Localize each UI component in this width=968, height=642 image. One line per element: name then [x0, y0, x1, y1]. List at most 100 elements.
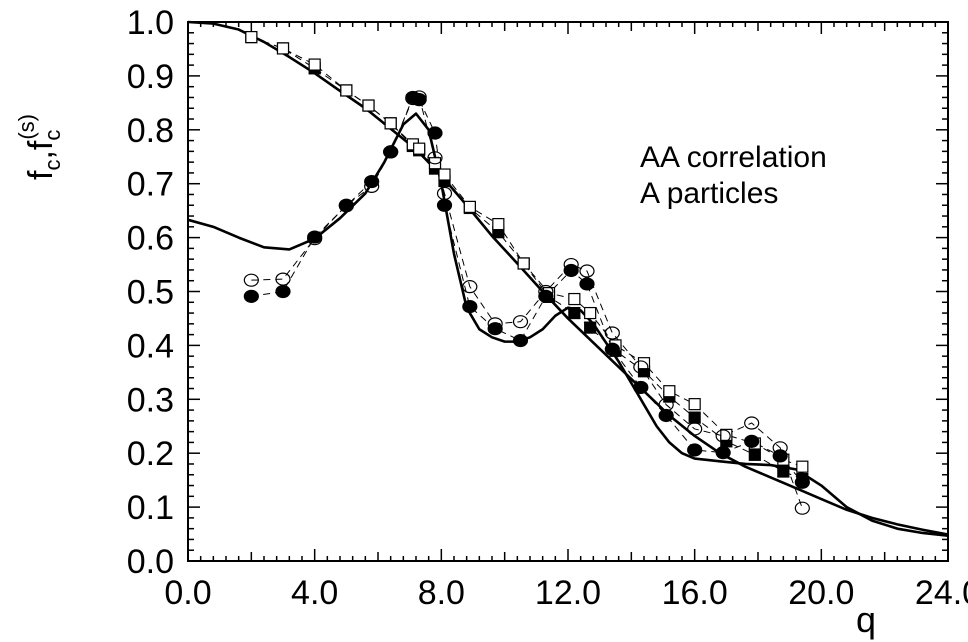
y-tick-label: 0.5 — [127, 274, 174, 312]
filled-circle-point — [579, 277, 595, 291]
open-circle-point — [436, 186, 453, 201]
y-axis-label-sup2: (s) — [14, 114, 39, 140]
filled-circle-point — [243, 289, 259, 303]
open-square-point — [362, 99, 375, 112]
filled-circle-point — [364, 174, 380, 189]
filled-circle-point — [658, 408, 674, 423]
y-axis-label-sub2: c — [40, 130, 65, 141]
y-tick-label: 1.0 — [127, 4, 174, 42]
open-square-point — [720, 428, 733, 441]
svg-text:fc,fc(s): fc,fc(s) — [14, 114, 65, 180]
open-square-point — [492, 218, 505, 231]
x-axis-label: q — [856, 599, 876, 640]
y-tick-label: 0.4 — [127, 327, 174, 365]
open-square-point — [384, 117, 397, 130]
x-tick-label: 24.0 — [915, 574, 968, 612]
open-circle-point — [772, 441, 788, 455]
open-square-point — [438, 168, 451, 181]
open-circle-point — [383, 145, 399, 159]
open-circle-point — [411, 90, 427, 104]
filled-square-point — [777, 465, 790, 478]
x-tick-label: 16.0 — [662, 574, 728, 612]
open-square-point — [568, 292, 581, 306]
theory-curve — [187, 112, 949, 537]
open-circle-point — [405, 91, 421, 106]
filled-circle-point — [462, 299, 478, 314]
filled-circle-point — [715, 446, 731, 460]
y-axis-label-comma: , — [22, 150, 60, 159]
open-circle-point — [462, 280, 478, 294]
open-circle-point — [579, 264, 595, 278]
open-circle-point — [715, 429, 731, 443]
y-tick-label: 0.6 — [127, 220, 174, 258]
y-tick-labels: 0.0 0.1 0.2 0.3 0.4 0.5 0.6 0.7 0.8 0.9 … — [127, 4, 174, 581]
series-line — [251, 36, 803, 468]
open-square-point — [463, 200, 476, 213]
x-tick-label: 20.0 — [788, 574, 854, 612]
open-square-point — [688, 398, 701, 411]
marker-layer — [243, 30, 810, 515]
open-circle-point — [604, 326, 620, 340]
filled-circle-point — [275, 284, 291, 299]
filled-circle-point — [538, 289, 554, 303]
open-circle-point — [487, 317, 503, 331]
y-tick-label: 0.1 — [127, 489, 174, 527]
y-tick-label: 0.7 — [127, 166, 174, 204]
x-tick-label: 8.0 — [418, 574, 465, 612]
filled-square-point — [748, 448, 761, 461]
open-circle-point — [658, 398, 674, 412]
filled-circle-point — [487, 322, 503, 336]
open-circle-point — [243, 273, 259, 287]
open-circle-point — [275, 272, 291, 286]
open-square-point — [308, 58, 321, 71]
open-square-point — [340, 84, 353, 97]
filled-circle-point — [604, 342, 620, 356]
axes — [187, 21, 949, 562]
open-circle-point — [427, 151, 443, 165]
open-circle-point — [307, 232, 323, 246]
open-square-point — [584, 306, 597, 320]
open-square-point — [517, 257, 530, 270]
y-tick-label: 0.8 — [127, 112, 174, 150]
theory-curve — [187, 20, 949, 536]
filled-square-point — [584, 321, 597, 334]
filled-circle-point — [512, 333, 529, 348]
filled-circle-point — [633, 380, 649, 395]
open-circle-point — [687, 422, 703, 436]
open-circle-point — [794, 501, 810, 515]
x-tick-label: 4.0 — [291, 574, 338, 612]
y-axis-label-f1: f — [22, 170, 60, 180]
open-square-point — [637, 357, 651, 370]
filled-circle-point — [794, 475, 810, 489]
x-tick-labels: 0.0 4.0 8.0 12.0 16.0 20.0 24.0 — [164, 574, 968, 612]
annotation-line-2: A particles — [640, 177, 778, 210]
filled-square-point — [568, 306, 581, 320]
open-circle-point — [633, 360, 649, 374]
filled-circle-point — [687, 443, 703, 457]
open-circle-point — [563, 257, 579, 272]
open-circle-point — [364, 179, 380, 193]
open-circle-point — [744, 416, 760, 430]
series-line — [251, 96, 803, 509]
x-tick-label: 0.0 — [164, 574, 211, 612]
filled-circle-point — [436, 198, 453, 212]
y-tick-label: 0.3 — [127, 381, 174, 419]
plot-frame — [187, 21, 949, 562]
open-square-point — [663, 385, 676, 398]
open-square-point — [276, 42, 290, 55]
open-square-point — [413, 142, 426, 155]
open-circle-point — [338, 198, 354, 212]
series-layer — [187, 20, 949, 537]
y-axis-label-sub1: c — [40, 160, 65, 171]
open-square-point — [245, 30, 258, 44]
annotation-line-1: AA correlation — [640, 141, 827, 174]
open-circle-point — [512, 315, 529, 329]
open-circle-point — [538, 284, 554, 299]
y-axis-label: fc,fc(s) — [14, 114, 65, 180]
filled-circle-point — [427, 126, 443, 140]
y-tick-label: 0.9 — [127, 58, 174, 96]
y-axis-label-f2: f — [22, 140, 60, 150]
filled-circle-point — [744, 434, 760, 448]
y-tick-label: 0.0 — [127, 543, 174, 581]
